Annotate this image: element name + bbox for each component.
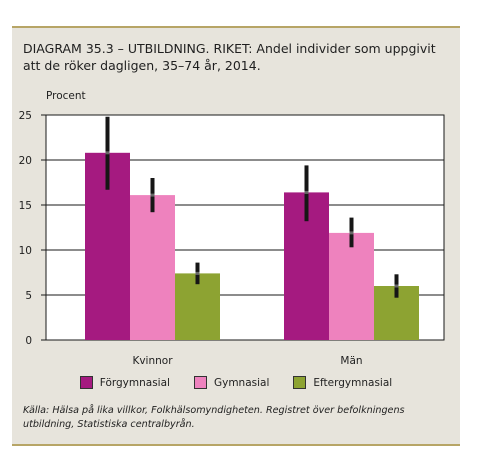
y-tick-label: 0 — [25, 335, 32, 347]
legend-item: Eftergymnasial — [293, 376, 392, 389]
legend-item: Förgymnasial — [79, 376, 170, 389]
bar — [130, 195, 175, 340]
legend-swatch — [79, 376, 93, 389]
x-category-label: Män — [340, 355, 362, 367]
legend-label: Eftergymnasial — [313, 376, 393, 389]
y-axis-label: Procent — [46, 90, 86, 102]
y-tick-label: 20 — [19, 155, 32, 167]
y-tick-label: 15 — [19, 200, 32, 212]
y-tick-label: 10 — [19, 245, 32, 257]
y-tick-label: 25 — [19, 110, 32, 122]
bar — [175, 273, 220, 340]
figure-panel: DIAGRAM 35.3 – UTBILDNING. RIKET: Andel … — [12, 26, 460, 446]
legend-label: Förgymnasial — [99, 376, 170, 389]
y-tick-label: 5 — [25, 290, 32, 302]
legend-label: Gymnasial — [213, 376, 270, 389]
legend-swatch — [193, 376, 207, 389]
legend-item: Gymnasial — [193, 376, 270, 389]
x-category-label: Kvinnor — [132, 355, 173, 367]
figure-title: DIAGRAM 35.3 – UTBILDNING. RIKET: Andel … — [23, 41, 436, 73]
bar — [329, 232, 374, 340]
chart-legend: Förgymnasial Gymnasial Eftergymnasial — [12, 376, 460, 389]
legend-swatch — [293, 376, 307, 389]
figure-source: Källa: Hälsa på lika villkor, Folkhälsom… — [23, 405, 405, 430]
bar-chart: 0 5 10 15 20 25 Kvinnor Män — [19, 110, 445, 367]
